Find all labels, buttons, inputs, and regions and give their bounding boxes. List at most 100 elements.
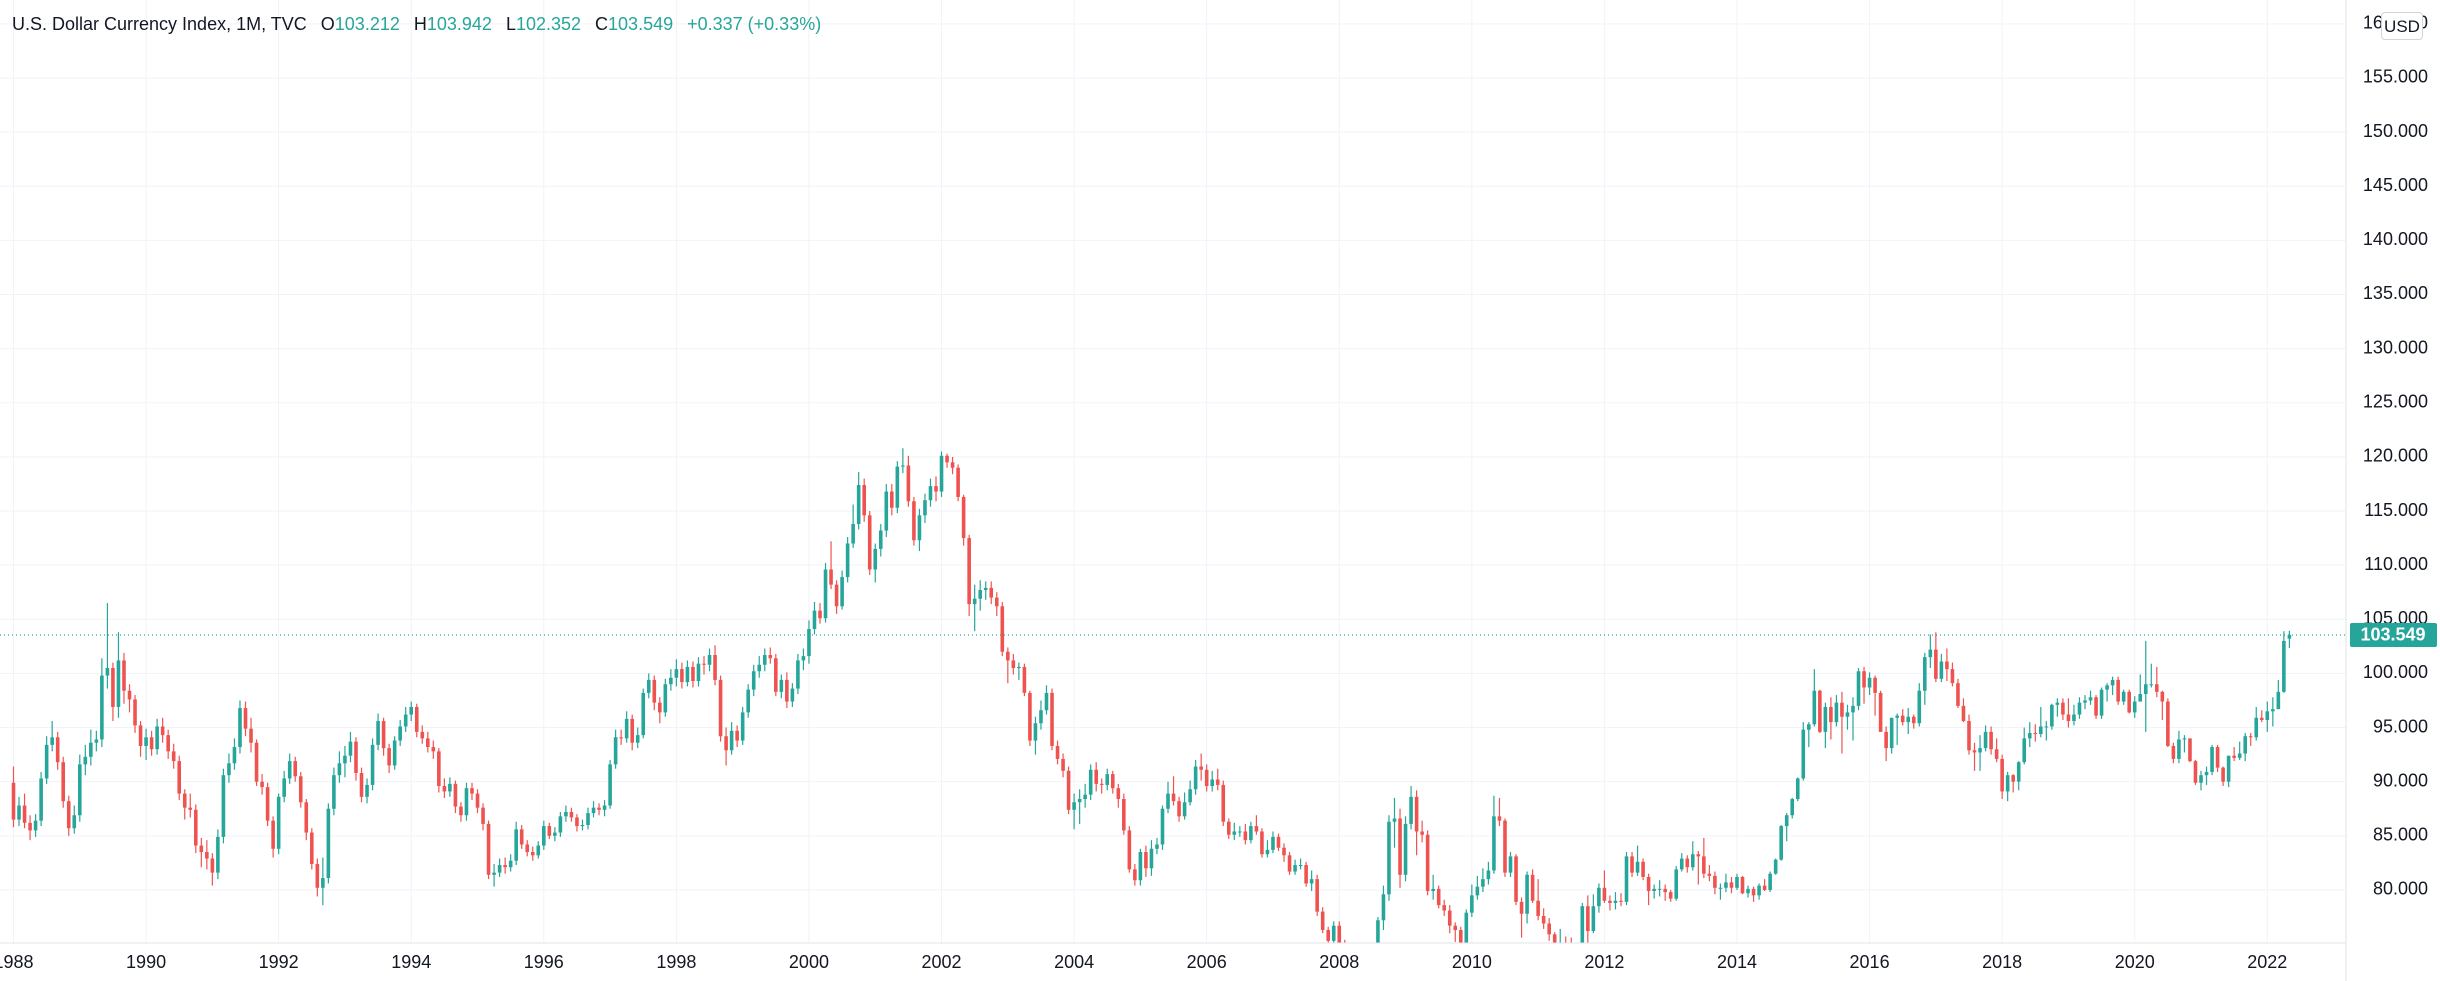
candle-body xyxy=(1072,802,1076,810)
candle-body xyxy=(945,455,949,463)
candle-body xyxy=(641,692,646,736)
candle-body xyxy=(1950,669,1955,684)
last-price-label: 103.549 xyxy=(2360,625,2425,645)
candle-body xyxy=(2083,700,2087,703)
candle-body xyxy=(1492,816,1496,871)
candle-body xyxy=(2099,689,2104,716)
candle-body xyxy=(1591,906,1596,932)
x-tick-label: 1996 xyxy=(524,952,564,972)
candle-body xyxy=(1911,716,1916,724)
candle-body xyxy=(840,577,844,607)
candle-body xyxy=(155,726,159,750)
candle-body xyxy=(1028,692,1032,741)
candle-body xyxy=(1304,865,1308,884)
candle-body xyxy=(1851,705,1855,713)
x-tick-label: 2000 xyxy=(789,952,829,972)
candle-body xyxy=(1365,969,1369,972)
candle-body xyxy=(271,820,275,849)
candle-body xyxy=(249,728,253,743)
candle-body xyxy=(2143,684,2148,694)
candle-body xyxy=(1580,906,1585,943)
candle-body xyxy=(1751,888,1756,896)
candle-body xyxy=(1122,799,1126,831)
candle-body xyxy=(812,610,817,630)
candle-body xyxy=(1635,861,1640,873)
candle-body xyxy=(801,656,806,661)
candle-body xyxy=(564,811,568,817)
candle-body xyxy=(1475,886,1480,896)
candle-body xyxy=(22,805,27,823)
candle-body xyxy=(613,737,618,765)
candle-body xyxy=(2066,714,2071,722)
candle-body xyxy=(1840,702,1844,717)
candle-body xyxy=(1674,869,1679,899)
candle-body xyxy=(1652,888,1656,892)
candle-body xyxy=(459,806,463,816)
candle-body xyxy=(906,465,911,502)
candle-body xyxy=(845,543,850,578)
candle-body xyxy=(1724,882,1728,888)
candle-body xyxy=(398,726,402,741)
candle-body xyxy=(1702,856,1706,874)
candle-body xyxy=(624,718,629,739)
candle-body xyxy=(1331,925,1336,941)
candle-body xyxy=(276,796,281,849)
candle-body xyxy=(1856,671,1861,706)
candle-body xyxy=(1409,796,1413,824)
candle-body xyxy=(1807,724,1811,730)
y-tick-label: 110.000 xyxy=(2364,554,2428,574)
candle-body xyxy=(1133,869,1137,881)
candle-body xyxy=(1602,887,1607,901)
y-tick-label: 90.000 xyxy=(2373,770,2428,790)
candle-body xyxy=(1099,783,1104,785)
candle-body xyxy=(729,730,734,751)
candle-body xyxy=(138,725,143,746)
candle-body xyxy=(1519,901,1524,914)
change: +0.337 (+0.33%) xyxy=(687,14,822,34)
candle-body xyxy=(597,807,601,810)
candle-body xyxy=(1867,677,1872,688)
candle-body xyxy=(1707,873,1712,876)
candle-body xyxy=(1790,799,1795,816)
candle-body xyxy=(127,690,132,700)
candle-body xyxy=(1829,706,1833,723)
candle-body xyxy=(1713,875,1717,888)
candle-body xyxy=(2127,691,2131,713)
candle-body xyxy=(718,679,723,737)
candle-body xyxy=(851,524,855,544)
candle-body xyxy=(2155,684,2159,692)
candle-body xyxy=(1271,836,1275,850)
candle-body xyxy=(227,763,231,776)
candle-body xyxy=(365,784,369,797)
candle-body xyxy=(796,660,800,689)
ohlc-label: H xyxy=(413,14,427,34)
x-tick-label: 2020 xyxy=(2115,952,2155,972)
candle-body xyxy=(1873,677,1877,693)
candle-body xyxy=(1199,766,1203,770)
x-tick-label: 1990 xyxy=(126,952,166,972)
candle-body xyxy=(1989,731,1993,750)
candle-body xyxy=(321,878,325,888)
candle-body xyxy=(2061,702,2065,715)
candle-body xyxy=(2254,717,2259,738)
candle-body xyxy=(39,778,43,821)
candle-body xyxy=(1994,749,1999,759)
candle-body xyxy=(1376,920,1380,943)
candle-body xyxy=(2265,711,2270,720)
candle-body xyxy=(243,708,248,729)
candle-body xyxy=(420,731,425,739)
candle-body xyxy=(934,486,938,492)
candle-body xyxy=(1000,606,1005,652)
y-tick-label: 135.000 xyxy=(2363,283,2428,303)
candle-body xyxy=(2171,745,2176,759)
currency-button[interactable]: USD xyxy=(2381,12,2423,40)
candle-body xyxy=(166,735,170,752)
candle-body xyxy=(536,845,541,856)
candle-body xyxy=(1392,818,1397,822)
candle-body xyxy=(1232,831,1237,835)
candle-body xyxy=(1360,966,1364,969)
candle-body xyxy=(2287,634,2292,639)
x-tick-label: 2002 xyxy=(922,952,962,972)
candle-body xyxy=(542,826,546,846)
candle-body xyxy=(1762,885,1767,890)
